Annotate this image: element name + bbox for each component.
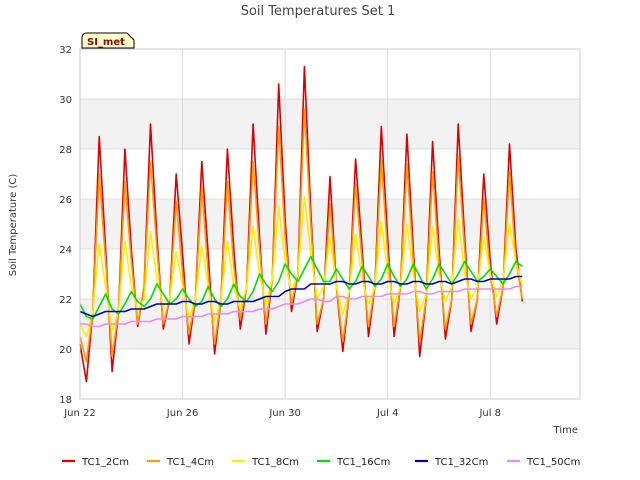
series-line-tc1_50cm — [80, 285, 523, 328]
legend-label: TC1_4Cm — [166, 457, 214, 468]
legend: TC1_2Cm TC1_4Cm TC1_8Cm TC1_16Cm TC1_32Cm TC1… — [62, 457, 580, 468]
x-tick-label: Jun 22 — [63, 408, 96, 419]
series-lines — [79, 65, 524, 383]
y-tick-label: 28 — [59, 145, 72, 156]
x-tick-labels: Jun 22 Jun 26 Jun 30 Jul 4 Jul 8 — [63, 408, 501, 419]
x-tick-label: Jul 8 — [478, 408, 501, 419]
series-line-tc1_2cm — [79, 65, 524, 383]
y-tick-label: 26 — [59, 195, 72, 206]
series-line-tc1_16cm — [79, 255, 523, 320]
y-tick-labels: 18 20 22 24 26 28 30 32 — [59, 45, 72, 406]
y-tick-label: 24 — [59, 245, 72, 256]
site-badge-label: SI_met — [87, 37, 125, 48]
legend-item-tc1_32cm: TC1_32Cm — [415, 457, 488, 468]
legend-label: TC1_16Cm — [336, 457, 390, 468]
legend-item-tc1_16cm: TC1_16Cm — [317, 457, 390, 468]
legend-item-tc1_4cm: TC1_4Cm — [147, 457, 214, 468]
legend-item-tc1_50cm: TC1_50Cm — [507, 457, 580, 468]
series-line-tc1_4cm — [79, 108, 524, 363]
legend-label: TC1_8Cm — [251, 457, 299, 468]
legend-label: TC1_50Cm — [526, 457, 580, 468]
y-tick-label: 32 — [59, 45, 72, 56]
background-band — [80, 299, 580, 349]
y-tick-label: 18 — [59, 395, 72, 406]
x-tick-label: Jul 4 — [376, 408, 399, 419]
series-line-tc1_32cm — [79, 275, 523, 318]
y-tick-label: 22 — [59, 295, 72, 306]
site-badge: SI_met — [81, 32, 135, 49]
legend-item-tc1_8cm: TC1_8Cm — [232, 457, 299, 468]
y-tick-label: 20 — [59, 345, 72, 356]
legend-label: TC1_32Cm — [434, 457, 488, 468]
axes — [79, 48, 581, 400]
site-badge-box — [81, 32, 135, 49]
y-tick-label: 30 — [59, 95, 72, 106]
plot-frame — [79, 48, 581, 400]
x-tick-label: Jun 30 — [268, 408, 301, 419]
x-axis-title: Time — [553, 425, 578, 436]
chart-title: Soil Temperatures Set 1 — [241, 4, 396, 19]
background-band — [80, 99, 580, 149]
legend-item-tc1_2cm: TC1_2Cm — [62, 457, 129, 468]
legend-label: TC1_2Cm — [81, 457, 129, 468]
series-line-tc1_8cm — [79, 195, 524, 338]
x-tick-label: Jun 26 — [166, 408, 199, 419]
plot-background — [80, 49, 580, 399]
y-axis-title: Soil Temperature (C) — [8, 174, 19, 277]
